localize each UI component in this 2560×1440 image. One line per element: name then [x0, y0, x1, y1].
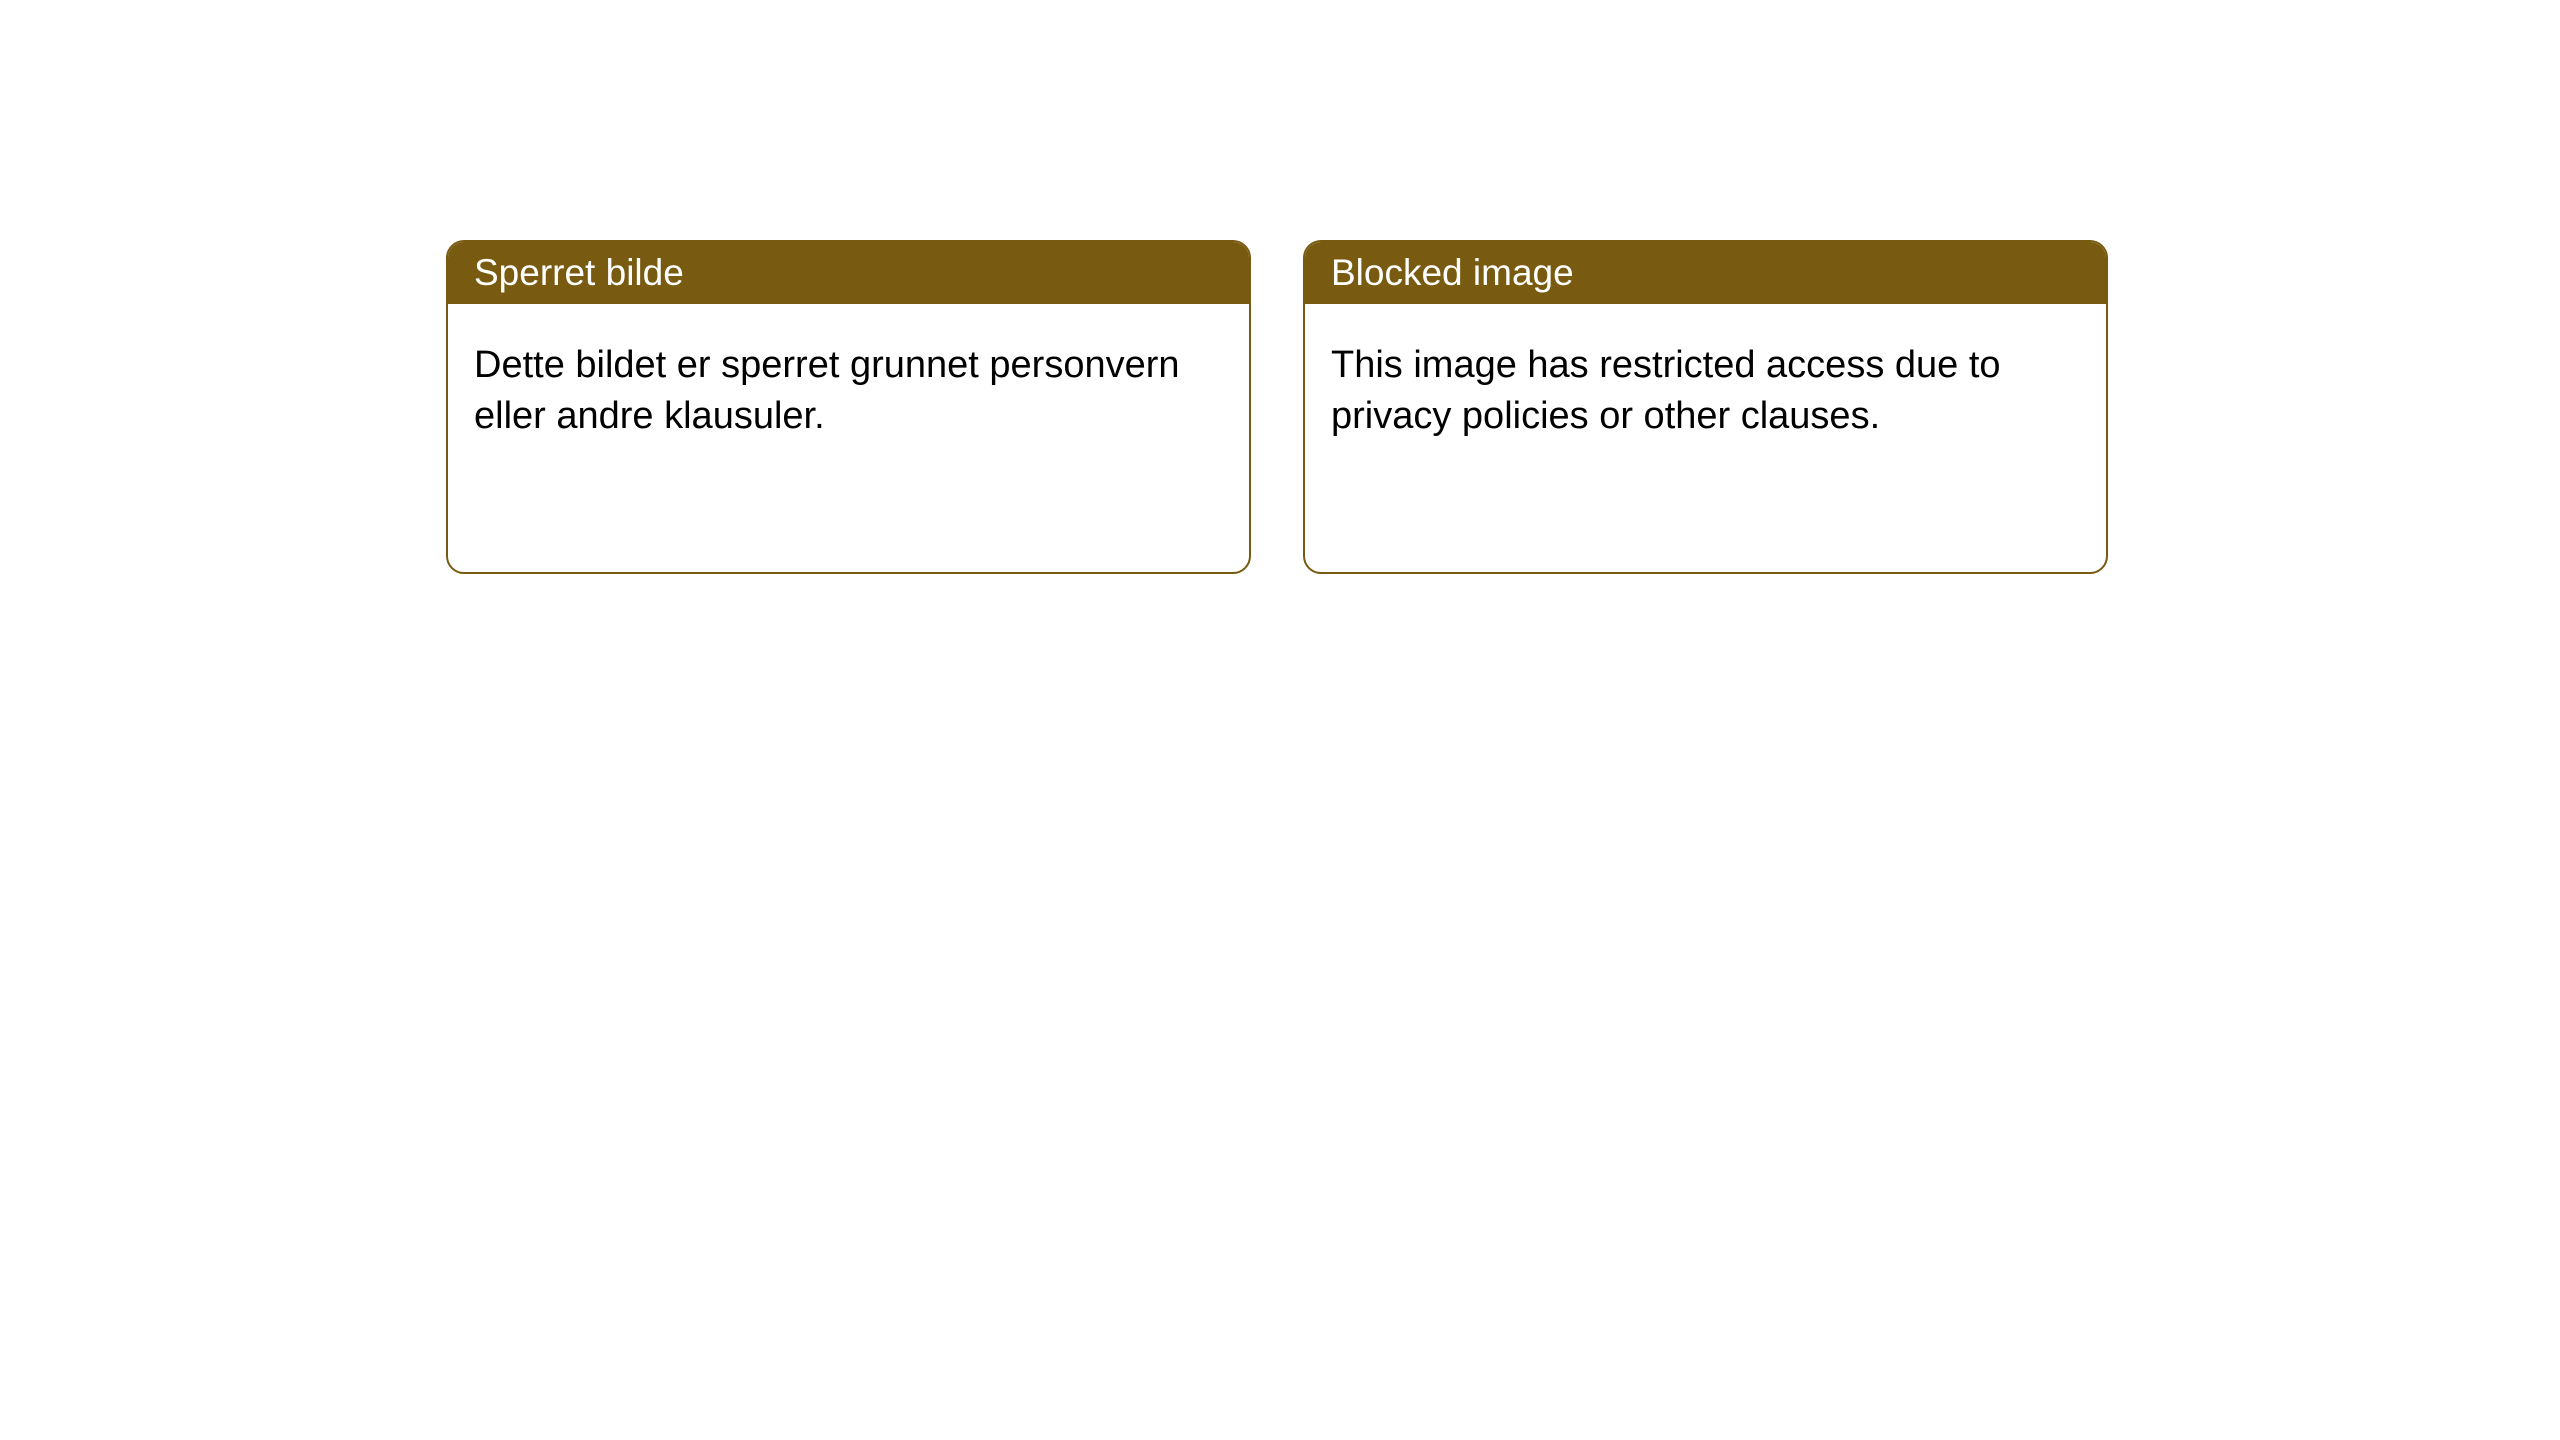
notice-header-en: Blocked image — [1305, 242, 2106, 304]
notice-text: This image has restricted access due to … — [1331, 344, 2001, 437]
notice-body-en: This image has restricted access due to … — [1305, 304, 2106, 479]
notice-title: Blocked image — [1331, 252, 1574, 293]
notice-box-no: Sperret bilde Dette bildet er sperret gr… — [446, 240, 1251, 574]
notice-title: Sperret bilde — [474, 252, 684, 293]
notice-body-no: Dette bildet er sperret grunnet personve… — [448, 304, 1249, 479]
notice-container: Sperret bilde Dette bildet er sperret gr… — [0, 0, 2560, 574]
notice-box-en: Blocked image This image has restricted … — [1303, 240, 2108, 574]
notice-header-no: Sperret bilde — [448, 242, 1249, 304]
notice-text: Dette bildet er sperret grunnet personve… — [474, 344, 1180, 437]
